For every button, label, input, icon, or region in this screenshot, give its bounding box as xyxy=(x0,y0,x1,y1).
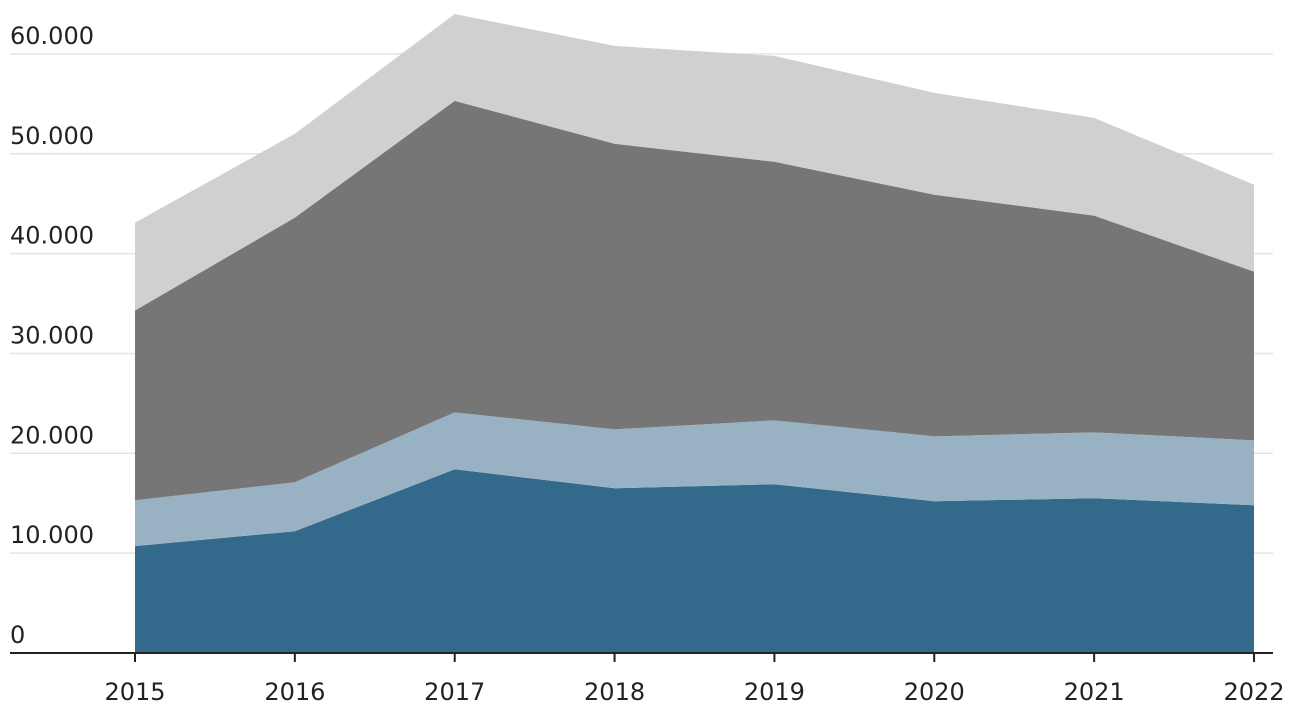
area xyxy=(135,412,1254,547)
y-tick-label: 30.000 xyxy=(10,321,94,349)
y-tick-label: 40.000 xyxy=(10,222,94,250)
x-tick-label: 2021 xyxy=(1064,678,1125,706)
y-tick-label: 50.000 xyxy=(10,122,94,150)
area xyxy=(135,13,1254,311)
y-tick-label: 0 xyxy=(10,621,25,649)
y-tick-label: 20.000 xyxy=(10,421,94,449)
x-tick-label: 2018 xyxy=(584,678,645,706)
x-tick-label: 2022 xyxy=(1223,678,1284,706)
x-tick-label: 2015 xyxy=(104,678,165,706)
y-tick-label: 10.000 xyxy=(10,521,94,549)
y-tick-label: 60.000 xyxy=(10,22,94,50)
area xyxy=(135,469,1254,653)
x-tick-label: 2017 xyxy=(424,678,485,706)
x-tick-label: 2020 xyxy=(904,678,965,706)
x-tick-label: 2016 xyxy=(264,678,325,706)
area xyxy=(135,100,1254,501)
x-tick-label: 2019 xyxy=(744,678,805,706)
